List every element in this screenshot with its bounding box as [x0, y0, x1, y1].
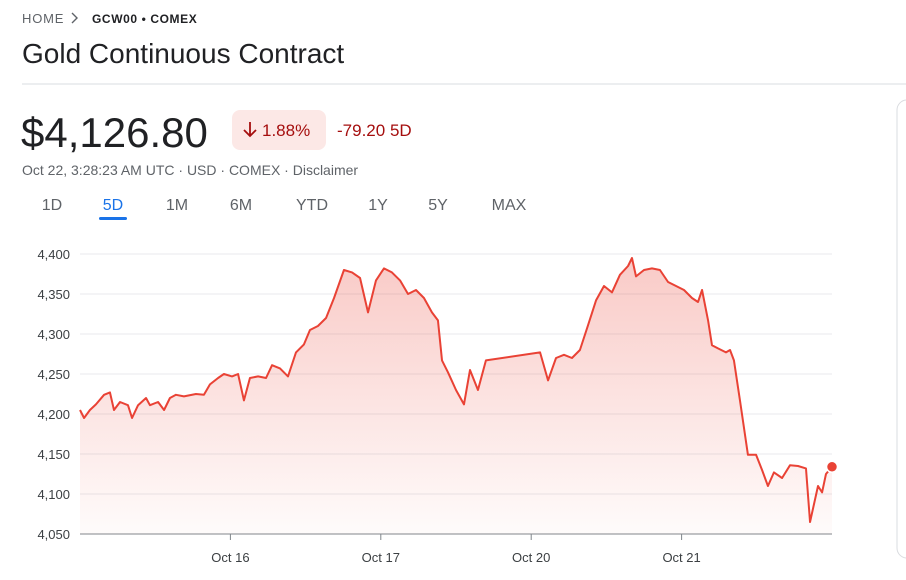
range-tab[interactable]: 5D: [103, 197, 123, 214]
y-tick-label: 4,350: [37, 287, 70, 302]
chart: 4,050 4,100 4,150 4,200 4,250 4,300 4,350 4,400…: [37, 247, 839, 565]
range-tab[interactable]: YTD: [296, 197, 328, 214]
range-tab[interactable]: MAX: [492, 197, 527, 214]
breadcrumb-chevron: [71, 12, 78, 24]
range-tab[interactable]: 5Y: [428, 197, 448, 214]
x-tick-label: Oct 21: [662, 550, 700, 565]
y-tick-label: 4,150: [37, 447, 70, 462]
side-card: [896, 99, 906, 559]
y-tick-label: 4,050: [37, 527, 70, 542]
y-tick-label: 4,200: [37, 407, 70, 422]
y-tick-label: 4,100: [37, 487, 70, 502]
breadcrumb-symbol: GCW00 • COMEX: [92, 12, 197, 26]
page-title: Gold Continuous Contract: [22, 38, 344, 69]
range-tabs: 1D 5D 1M 6M YTD 1Y 5Y MAX: [42, 197, 527, 220]
current-point: [825, 460, 839, 474]
down-arrow: [243, 122, 257, 138]
range-tab[interactable]: 1D: [42, 197, 62, 214]
price-line: [79, 257, 833, 523]
change-value: -79.20: [337, 121, 385, 140]
price: $4,126.80: [21, 109, 208, 156]
quote-meta: Oct 22, 3:28:23 AM UTC · USD · COMEX · D…: [22, 162, 358, 178]
change-percent: 1.88%: [262, 121, 310, 140]
change-badge: [232, 110, 326, 150]
active-tab-underline: [99, 217, 127, 220]
range-tab[interactable]: 6M: [230, 197, 252, 214]
x-tick-label: Oct 17: [362, 550, 400, 565]
y-tick-label: 4,250: [37, 367, 70, 382]
x-tick-label: Oct 16: [211, 550, 249, 565]
range-tab[interactable]: 1Y: [368, 197, 388, 214]
y-tick-label: 4,300: [37, 327, 70, 342]
x-tick-label: Oct 20: [512, 550, 550, 565]
range-tab[interactable]: 1M: [166, 197, 188, 214]
price-area: [80, 258, 832, 534]
change-period: 5D: [390, 121, 412, 140]
breadcrumb-home[interactable]: HOME: [22, 11, 64, 26]
change-amount: -79.20 5D: [337, 121, 412, 140]
y-tick-label: 4,400: [37, 247, 70, 262]
